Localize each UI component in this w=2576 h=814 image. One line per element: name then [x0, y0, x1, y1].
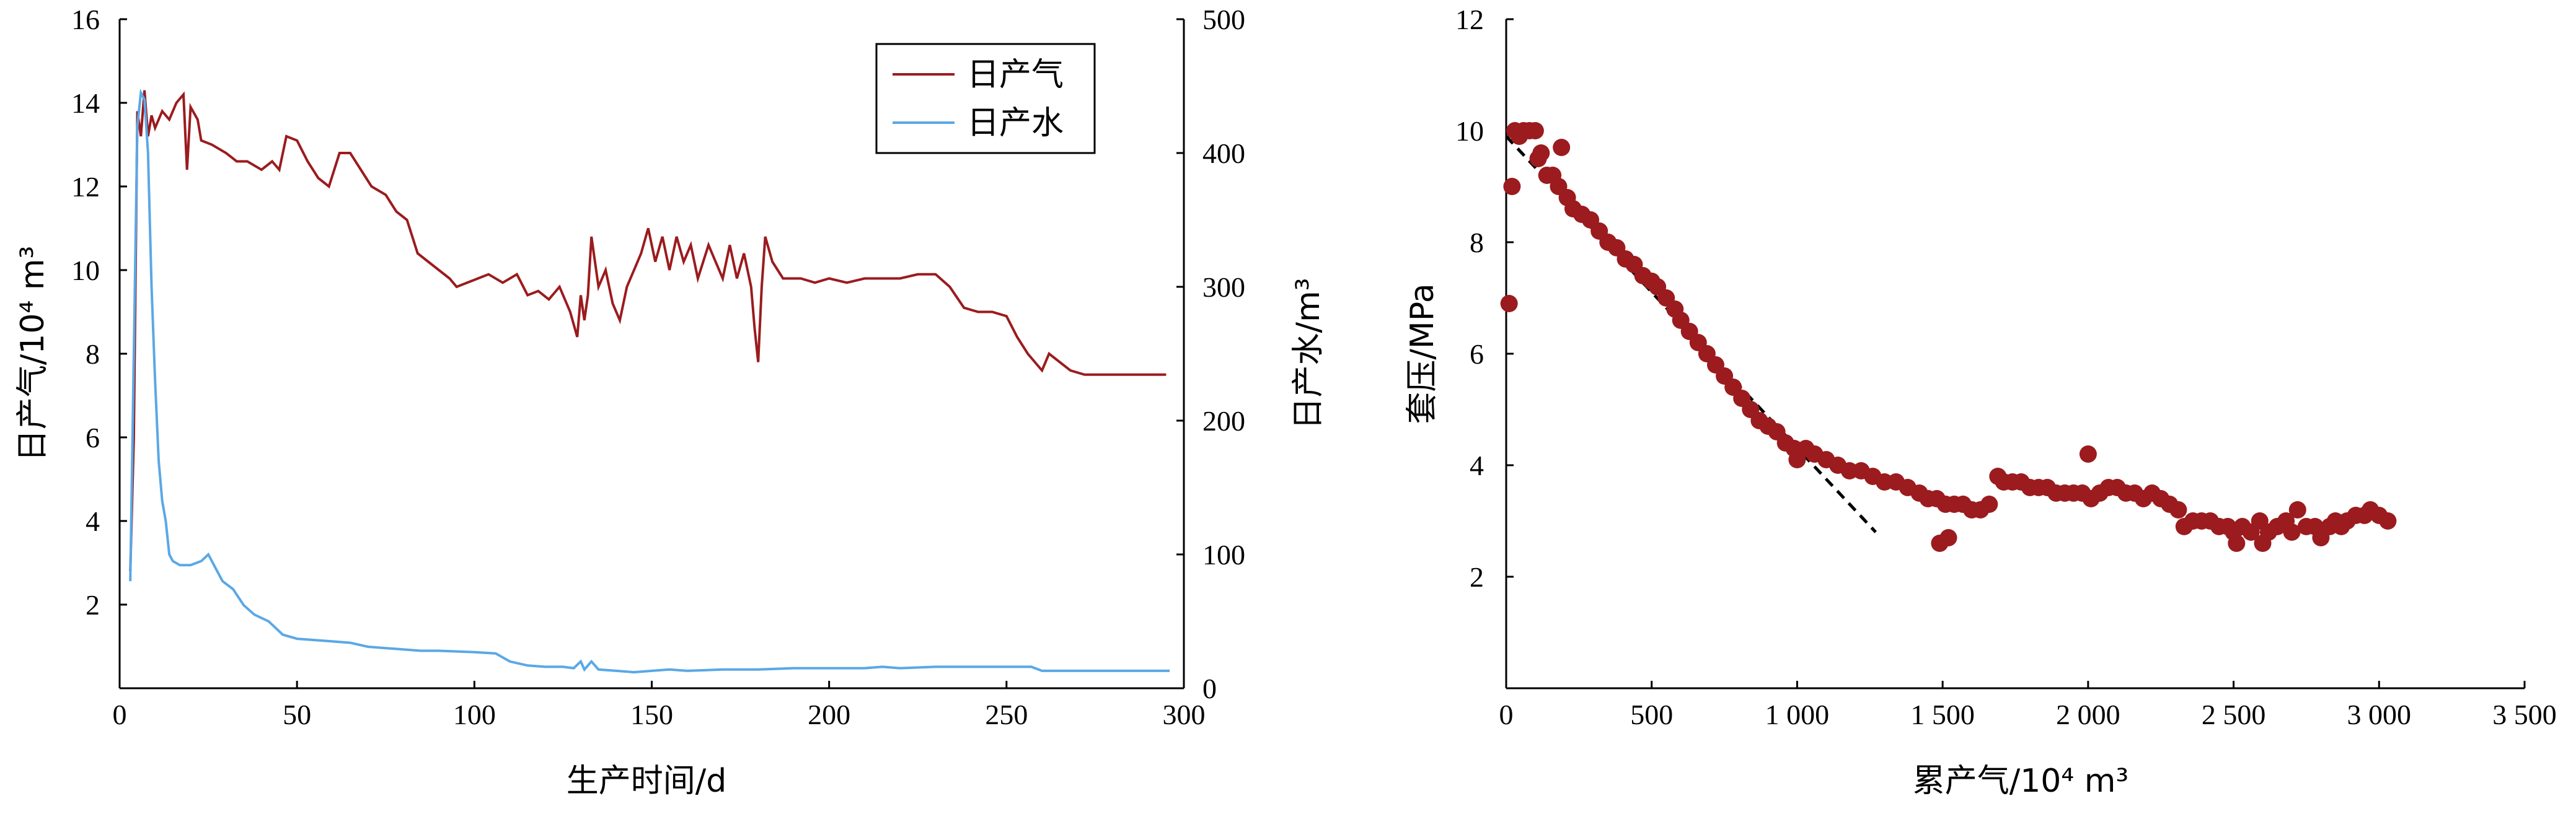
y-tick-label: 2 [1470, 561, 1484, 593]
y-tick-label: 4 [1470, 450, 1484, 481]
x-tick-label: 0 [113, 699, 127, 730]
daily-production-chart: 0 50 100 150 200 250 300 2 4 6 8 10 12 14 16 0 100 200 3… [14, 4, 1327, 800]
y-left-tick-label: 10 [71, 255, 100, 286]
y-left-tick-label: 2 [86, 589, 100, 621]
y-tick-label: 10 [1455, 115, 1484, 147]
y-right-tick-label: 400 [1202, 138, 1245, 169]
x-tick-label: 250 [985, 699, 1028, 730]
y-tick-label: 8 [1470, 227, 1484, 258]
right-y-tick-labels: 0 100 200 300 400 500 [1176, 4, 1245, 704]
y-tick-label: 6 [1470, 338, 1484, 370]
series-line-water [129, 89, 1170, 674]
right-y-axis-label: 日产水/m³ [1290, 278, 1327, 429]
x-tick-label: 100 [453, 699, 496, 730]
y-tick-label: 12 [1455, 4, 1484, 35]
scatter-point [2079, 445, 2097, 463]
scatter-point [1553, 139, 1571, 156]
right-chart-x-tick-labels: 0 500 1 000 1 500 2 000 2 500 3 000 3 500 [1499, 681, 2557, 730]
scatter-point [1503, 178, 1521, 195]
y-left-tick-label: 8 [86, 338, 100, 370]
x-tick-label: 200 [808, 699, 850, 730]
scatter-point [1526, 122, 1544, 139]
y-left-tick-label: 14 [71, 87, 100, 119]
x-tick-label: 3 000 [2347, 699, 2412, 730]
scatter-point [1980, 496, 1998, 513]
legend-label-water: 日产水 [967, 105, 1064, 142]
x-tick-label: 1 500 [1910, 699, 1975, 730]
scatter-point [2288, 501, 2306, 519]
casing-pressure-chart: 0 500 1 000 1 500 2 000 2 500 3 000 3 500 2 4 6 8 1… [1404, 4, 2557, 800]
left-y-tick-labels: 2 4 6 8 10 12 14 16 [71, 4, 127, 621]
scatter-point [2169, 501, 2187, 519]
series-line-gas [129, 90, 1167, 572]
legend-label-gas: 日产气 [967, 56, 1064, 94]
left-x-axis-label: 生产时间/d [567, 763, 727, 800]
y-right-tick-label: 300 [1202, 271, 1245, 303]
y-left-tick-label: 16 [71, 4, 100, 35]
scatter-point [2228, 535, 2246, 552]
right-chart-y-axis-label: 套压/MPa [1404, 283, 1441, 424]
x-tick-label: 1 000 [1765, 699, 1830, 730]
right-chart-y-tick-labels: 2 4 6 8 10 12 [1455, 4, 1514, 593]
scatter-point [1532, 144, 1550, 162]
left-x-tick-labels: 0 50 100 150 200 250 300 [113, 681, 1206, 730]
y-left-tick-label: 12 [71, 171, 100, 203]
legend: 日产气 日产水 [875, 43, 1096, 154]
y-right-tick-label: 0 [1202, 673, 1217, 704]
scatter-point [1500, 295, 1518, 312]
x-tick-label: 2 500 [2202, 699, 2266, 730]
scatter-point [2379, 512, 2397, 530]
y-left-tick-label: 4 [86, 505, 100, 537]
y-left-tick-label: 6 [86, 422, 100, 453]
scatter-points [1500, 122, 2397, 552]
y-right-tick-label: 500 [1202, 4, 1245, 35]
left-y-axis-label: 日产气/10⁴ m³ [14, 246, 51, 462]
x-tick-label: 2 000 [2056, 699, 2120, 730]
right-chart-x-axis-label: 累产气/10⁴ m³ [1913, 763, 2129, 800]
x-tick-label: 0 [1499, 699, 1514, 730]
x-tick-label: 300 [1163, 699, 1206, 730]
x-tick-label: 50 [283, 699, 311, 730]
y-right-tick-label: 100 [1202, 539, 1245, 571]
scatter-point [1939, 529, 1957, 546]
scatter-point [2283, 523, 2301, 541]
legend-box [875, 43, 1096, 154]
x-tick-label: 3 500 [2492, 699, 2557, 730]
y-right-tick-label: 200 [1202, 405, 1245, 437]
x-tick-label: 150 [630, 699, 673, 730]
x-tick-label: 500 [1630, 699, 1673, 730]
